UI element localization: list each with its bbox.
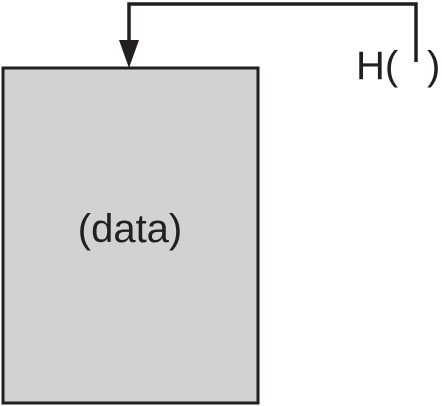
hash-label-suffix: ) (427, 44, 440, 88)
hash-label-prefix: H( (356, 44, 399, 88)
arrowhead-icon (119, 40, 139, 68)
data-block-label: (data) (78, 207, 183, 251)
data-block (1, 66, 260, 405)
hash-pointer-line (127, 2, 418, 62)
